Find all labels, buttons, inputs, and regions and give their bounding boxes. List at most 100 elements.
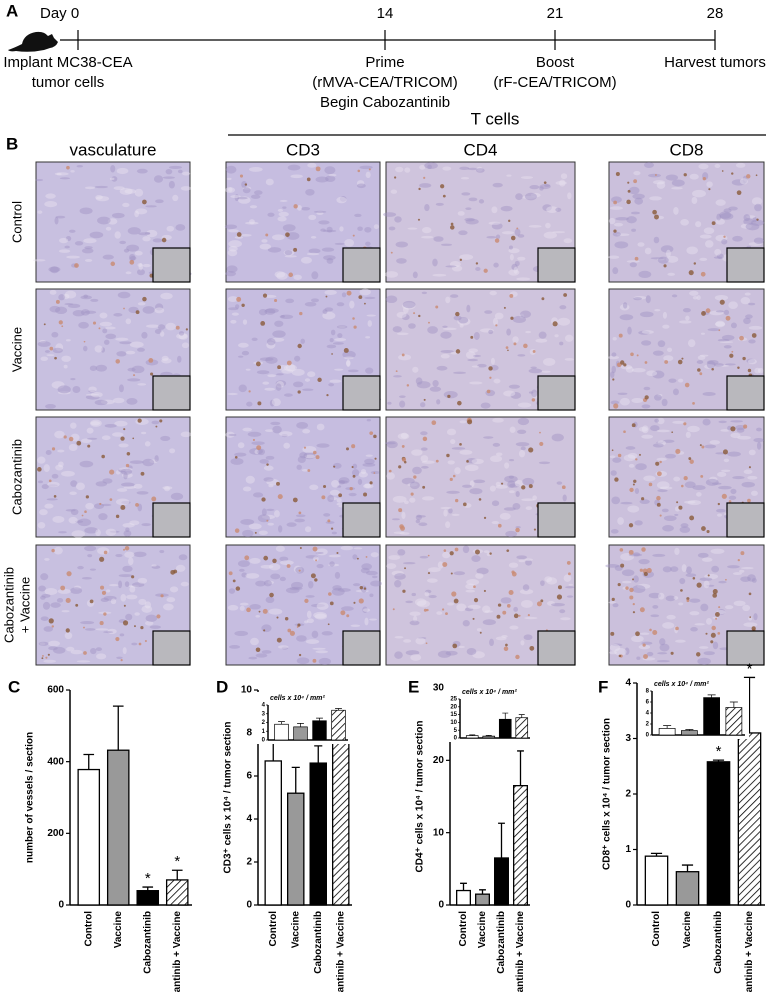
tissue-texture	[747, 475, 758, 480]
tissue-texture	[55, 306, 68, 315]
tissue-texture	[336, 485, 342, 488]
tissue-texture	[398, 354, 412, 361]
tissue-texture	[85, 394, 100, 400]
tissue-texture	[110, 164, 116, 173]
tissue-texture	[458, 316, 469, 324]
tissue-texture	[339, 226, 344, 232]
stain-spot	[442, 194, 446, 198]
stain-spot	[680, 484, 684, 488]
tissue-texture	[410, 653, 422, 661]
error-bar	[314, 745, 323, 764]
stain-spot	[675, 448, 681, 455]
tissue-texture	[75, 482, 85, 491]
stain-spot	[289, 630, 295, 636]
tissue-texture	[529, 185, 540, 190]
stain-spot	[618, 333, 623, 338]
tissue-texture	[175, 224, 186, 231]
stain-spot	[463, 502, 467, 507]
stain-spot	[502, 610, 507, 615]
panel-label: F	[598, 677, 608, 696]
tissue-texture	[105, 226, 112, 231]
tissue-texture	[226, 265, 238, 273]
stain-spot	[352, 234, 355, 237]
tissue-texture	[225, 270, 237, 277]
tissue-texture	[555, 181, 567, 185]
tissue-texture	[44, 588, 58, 596]
timeline-day: 14	[377, 5, 394, 22]
inset-title: cells x 10⁴ / mm²	[654, 681, 709, 688]
tissue-texture	[641, 330, 654, 334]
tissue-texture	[422, 496, 435, 501]
tissue-texture	[714, 294, 729, 301]
tissue-texture	[632, 552, 641, 557]
stain-spot	[109, 469, 115, 475]
tissue-texture	[133, 551, 147, 558]
tissue-texture	[35, 178, 44, 182]
stain-spot	[272, 558, 277, 564]
tissue-texture	[70, 422, 77, 429]
tissue-texture	[741, 567, 754, 570]
tissue-texture	[609, 206, 623, 210]
stain-spot	[60, 585, 66, 591]
tissue-texture	[365, 241, 371, 246]
tissue-texture	[466, 647, 477, 656]
stain-spot	[48, 479, 52, 483]
stain-spot	[351, 466, 354, 469]
y-tick-label: 15	[450, 712, 457, 718]
stain-spot	[133, 374, 136, 377]
tissue-texture	[512, 315, 527, 324]
tissue-texture	[313, 556, 319, 562]
tissue-texture	[53, 546, 63, 555]
timeline-day: 28	[707, 5, 724, 22]
bar	[706, 761, 731, 906]
tissue-texture	[654, 308, 661, 312]
row-label: Cabozantinib	[1, 567, 16, 643]
stain-spot	[357, 169, 361, 173]
tissue-texture	[124, 188, 136, 194]
stain-spot	[135, 310, 140, 315]
tissue-texture	[248, 523, 262, 530]
x-tick-label: Vaccine	[682, 911, 693, 949]
stain-spot	[120, 659, 123, 662]
tissue-texture	[530, 192, 541, 198]
tissue-texture	[413, 615, 418, 623]
tissue-texture	[89, 365, 97, 371]
tissue-texture	[732, 572, 743, 575]
tissue-texture	[657, 652, 668, 655]
tissue-texture	[495, 481, 501, 487]
stain-spot	[131, 575, 135, 579]
stain-spot	[620, 563, 625, 568]
tissue-texture	[492, 442, 501, 447]
stain-spot	[700, 474, 704, 478]
stain-spot	[730, 426, 736, 432]
tissue-texture	[362, 606, 368, 613]
tissue-texture	[460, 176, 470, 180]
tissue-texture	[360, 468, 367, 475]
tissue-texture	[68, 443, 78, 452]
stain-spot	[137, 418, 142, 423]
micrograph-inset	[537, 630, 576, 666]
tissue-texture	[641, 434, 654, 439]
stain-spot	[234, 455, 238, 459]
tissue-texture	[514, 260, 520, 267]
tissue-texture	[483, 550, 490, 554]
stain-spot	[61, 325, 64, 328]
tissue-texture	[484, 310, 493, 314]
stain-spot	[365, 556, 368, 558]
tissue-texture	[308, 214, 317, 221]
tissue-texture	[141, 605, 153, 613]
tissue-texture	[172, 194, 179, 202]
x-tick-label: Control	[458, 911, 469, 947]
tissue-texture	[261, 239, 268, 243]
stain-spot	[531, 398, 536, 402]
tissue-texture	[107, 628, 117, 635]
tissue-texture	[659, 643, 670, 652]
tissue-texture	[648, 592, 662, 599]
tissue-texture	[45, 449, 52, 456]
tissue-texture	[619, 304, 630, 311]
tissue-texture	[611, 643, 623, 647]
stain-spot	[170, 569, 176, 575]
tissue-texture	[268, 608, 283, 615]
tissue-texture	[336, 302, 345, 307]
tissue-texture	[358, 471, 368, 478]
